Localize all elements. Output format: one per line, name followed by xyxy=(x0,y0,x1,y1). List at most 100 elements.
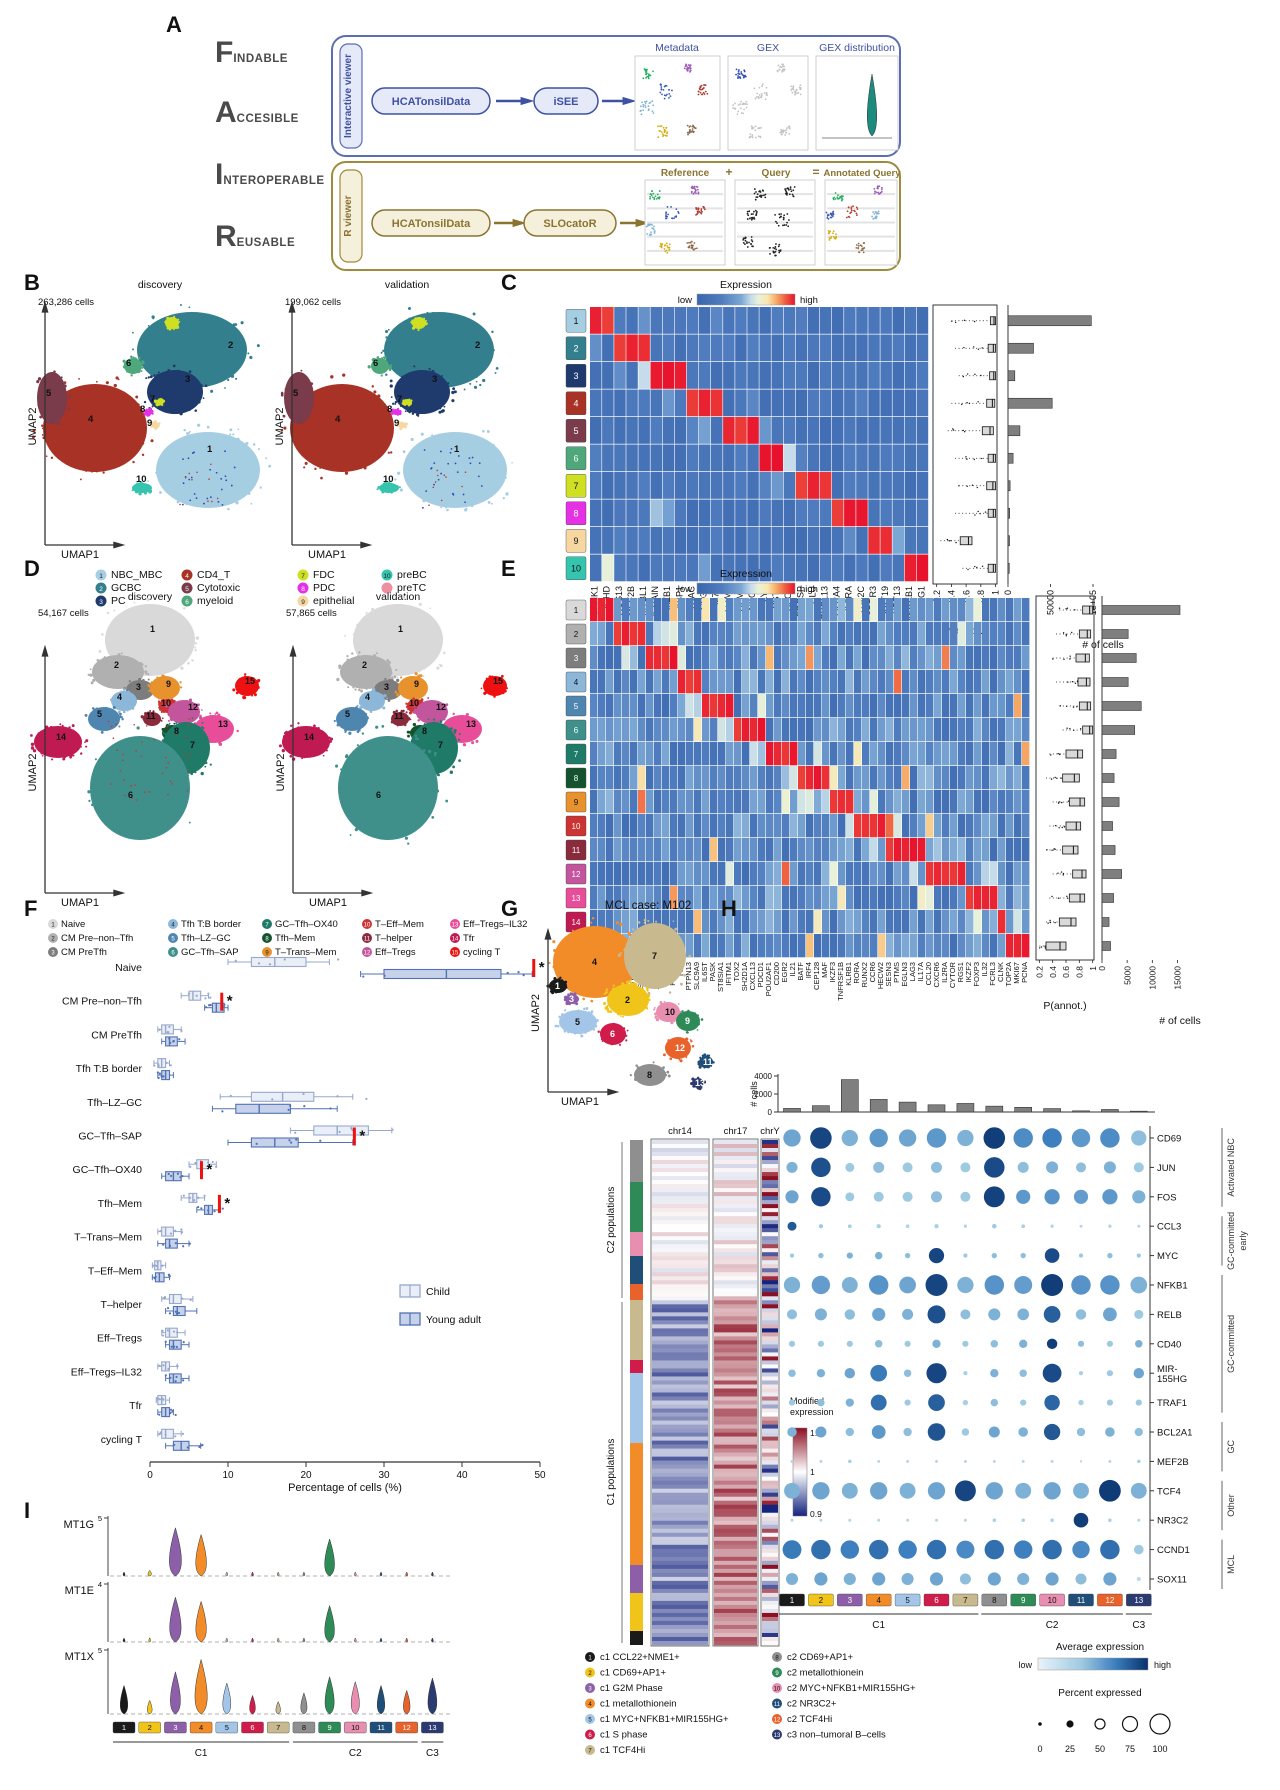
dot xyxy=(934,1224,939,1229)
cluster-number: 7 xyxy=(190,740,195,750)
cluster-number: 13 xyxy=(695,1078,705,1088)
f-x-tick: 20 xyxy=(300,1470,312,1481)
cluster-chip xyxy=(565,364,587,388)
dot xyxy=(841,1277,858,1293)
expression-title: Expression xyxy=(720,279,772,291)
legend-label: c1 TCF4Hi xyxy=(600,1745,645,1756)
dot xyxy=(870,1364,888,1382)
cluster-chip xyxy=(1010,1593,1036,1607)
legend-label: c1 CCL22+NME1+ xyxy=(600,1652,680,1663)
dot xyxy=(783,1276,801,1294)
population-sidebar-segment xyxy=(630,1300,643,1360)
percent-label: 75 xyxy=(1125,1744,1135,1754)
dot xyxy=(1076,1162,1086,1173)
dot xyxy=(1103,1307,1117,1322)
dot xyxy=(1133,1367,1145,1379)
legend-item-Naive: 1 Naive xyxy=(48,919,85,930)
legend-item-3: 3 c1 G2M Phase xyxy=(585,1683,663,1694)
percent-circle xyxy=(1094,1718,1106,1730)
cluster-chip xyxy=(565,863,587,885)
f-x-tick: 30 xyxy=(378,1470,390,1481)
h-cells-bar xyxy=(1043,1108,1061,1113)
cells-axis-title: # of cells xyxy=(1159,1015,1200,1027)
cells-bar xyxy=(1007,480,1011,492)
percent-circle xyxy=(1121,1715,1139,1733)
gene-label: TOX2 xyxy=(732,962,741,981)
umap1-axis-label: UMAP1 xyxy=(61,897,99,909)
svg-text:1: 1 xyxy=(51,923,55,929)
cluster-chip xyxy=(565,336,587,360)
gene-label: XBP1 xyxy=(674,586,684,609)
cluster-chip-label: 13 xyxy=(428,1723,436,1732)
cluster-chip-label: 3 xyxy=(848,1596,853,1605)
dot xyxy=(788,1340,796,1347)
dot xyxy=(905,1224,910,1229)
h-dotplot xyxy=(782,1127,1148,1586)
heatmap xyxy=(590,307,929,582)
dot xyxy=(902,1308,914,1320)
dot xyxy=(1134,1427,1143,1437)
cluster-chip xyxy=(267,1721,290,1734)
fair-findable-initial: F xyxy=(215,36,234,69)
dot xyxy=(1071,1128,1091,1148)
cluster-chip-label: 7 xyxy=(574,750,579,759)
cluster-number: 9 xyxy=(166,679,171,689)
legend-label: preBC xyxy=(397,569,427,581)
svg-text:2: 2 xyxy=(51,937,55,943)
cell-count: 199,062 cells xyxy=(285,297,341,308)
dot xyxy=(846,1252,853,1259)
gene-label: IL6ST xyxy=(700,962,709,982)
high-label: high xyxy=(800,584,818,595)
cluster-chip-label: 12 xyxy=(403,1723,411,1732)
cluster-chip xyxy=(565,623,587,645)
dot xyxy=(901,1572,914,1586)
percent-circle xyxy=(1149,1713,1171,1735)
dot xyxy=(787,1221,797,1231)
legend-item-11: 11 c2 NR3C2+ xyxy=(772,1698,837,1710)
cluster-chip-label: 10 xyxy=(351,1723,359,1732)
isee-pill-label: iSEE xyxy=(553,96,578,108)
legend-item-8: 8 c2 CD69+AP1+ xyxy=(772,1652,853,1663)
umap1-axis-label: UMAP1 xyxy=(309,897,347,909)
legend-label: Tfh T:B border xyxy=(181,919,241,930)
dot xyxy=(1016,1189,1031,1204)
dot xyxy=(983,1186,1005,1208)
gene-label: CLNK xyxy=(996,962,1005,982)
cluster-chip-label: 8 xyxy=(302,1723,306,1732)
dot xyxy=(1014,1540,1033,1559)
dot xyxy=(963,1253,968,1258)
f-category-label: Tfh–LZ–GC xyxy=(87,1097,142,1109)
cluster-number: 11 xyxy=(703,1057,713,1067)
legend-label: c1 MYC+NFKB1+MIR155HG+ xyxy=(600,1714,729,1725)
h-gene-label: TRAF1 xyxy=(1157,1398,1187,1409)
legend-label: epithelial xyxy=(313,595,354,607)
dot xyxy=(1050,1224,1054,1228)
cells-bar xyxy=(1101,797,1120,807)
cells-bar xyxy=(1007,397,1053,409)
dot xyxy=(815,1426,827,1438)
cluster-number: 11 xyxy=(394,711,404,721)
cluster-chip-label: 14 xyxy=(572,918,581,927)
gene-label: IL7R xyxy=(711,586,721,606)
cluster-chip xyxy=(808,1593,834,1607)
cluster-number: 8 xyxy=(174,726,179,736)
h-gene-label: 155HG xyxy=(1157,1374,1187,1385)
cluster-chip-label: 8 xyxy=(574,774,579,783)
dot xyxy=(925,1274,948,1296)
chr-title: chrY xyxy=(760,1126,780,1137)
fair-findable: FINDABLE xyxy=(215,36,288,70)
dot xyxy=(817,1340,825,1347)
dot xyxy=(873,1191,884,1202)
cells-bars: 0 5000 10000 15000 xyxy=(1097,596,1183,990)
cells-tick: 10000 xyxy=(1148,966,1158,990)
fair-reusable: REUSABLE xyxy=(215,220,295,254)
umap1-axis-label: UMAP1 xyxy=(561,1096,599,1108)
cluster-chip-label: 1 xyxy=(790,1596,795,1605)
h-cells-bar xyxy=(1130,1110,1148,1113)
dot xyxy=(1043,1306,1061,1323)
gene-label: PCNA xyxy=(1020,962,1029,983)
violin-gene-label: MT1G xyxy=(63,1519,94,1531)
legend-label: Eff–Tregs–IL32 xyxy=(463,919,527,930)
dot xyxy=(1014,1276,1033,1294)
dot xyxy=(1020,1399,1027,1406)
